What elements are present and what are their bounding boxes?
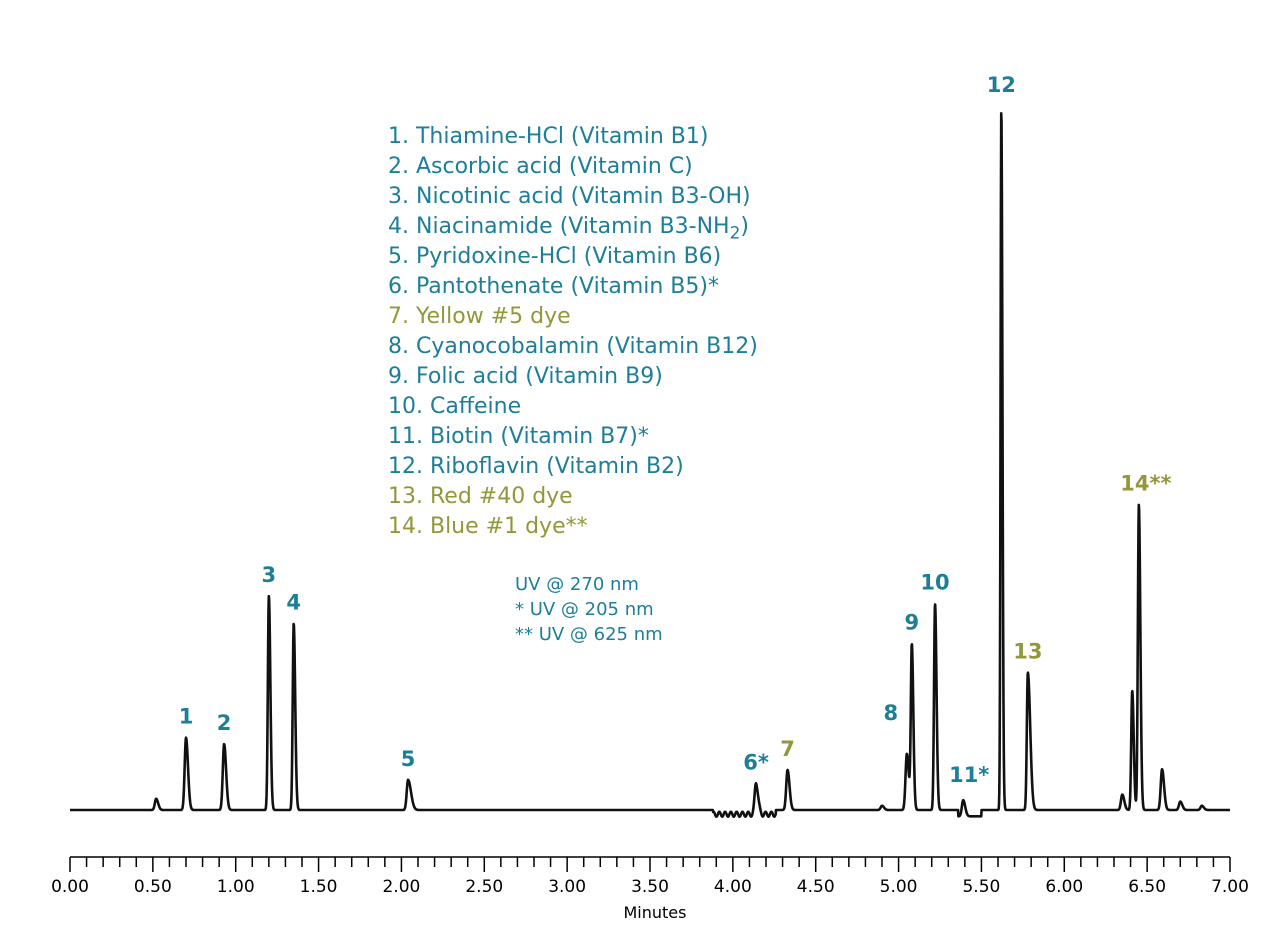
x-axis-tick-label: 5.00	[880, 877, 918, 897]
x-axis-tick-label: 6.50	[1128, 877, 1166, 897]
legend-item-suffix: )	[740, 214, 750, 239]
legend-item: 5. Pyridoxine-HCl (Vitamin B6)	[388, 242, 758, 272]
legend-item: 6. Pantothenate (Vitamin B5)*	[388, 272, 758, 302]
legend-item: 8. Cyanocobalamin (Vitamin B12)	[388, 332, 758, 362]
legend-item: 2. Ascorbic acid (Vitamin C)	[388, 152, 758, 182]
legend-item-text: 10. Caffeine	[388, 394, 522, 419]
legend-item-text: 6. Pantothenate (Vitamin B5)*	[388, 274, 719, 299]
peak-label-13: 13	[1013, 639, 1042, 663]
peak-label-1: 1	[179, 705, 194, 729]
legend-item-text: 13. Red #40 dye	[388, 484, 573, 509]
x-axis-ticks	[69, 857, 1231, 872]
legend-item-text: 9. Folic acid (Vitamin B9)	[388, 364, 663, 389]
x-axis-title: Minutes	[624, 903, 687, 922]
legend-item: 7. Yellow #5 dye	[388, 302, 758, 332]
legend-item: 14. Blue #1 dye**	[388, 512, 758, 542]
uv-detection-notes: UV @ 270 nm * UV @ 205 nm ** UV @ 625 nm	[515, 572, 663, 647]
legend-item-text: 1. Thiamine-HCl (Vitamin B1)	[388, 124, 709, 149]
uv-note: UV @ 270 nm	[515, 574, 639, 595]
peak-label-5: 5	[401, 747, 416, 771]
x-axis-tick-label: 3.00	[548, 877, 586, 897]
uv-note: * UV @ 205 nm	[515, 599, 654, 620]
peak-label-3: 3	[262, 563, 277, 587]
legend-item-text: 7. Yellow #5 dye	[388, 304, 571, 329]
legend-item-text: 2. Ascorbic acid (Vitamin C)	[388, 154, 693, 179]
legend-item: 4. Niacinamide (Vitamin B3-NH2)	[388, 212, 758, 242]
peak-label-12: 12	[987, 73, 1016, 97]
legend-item-text: 4. Niacinamide (Vitamin B3-NH	[388, 214, 730, 239]
peak-label-7: 7	[780, 737, 795, 761]
peak-label-4: 4	[286, 590, 301, 614]
legend-item: 1. Thiamine-HCl (Vitamin B1)	[388, 122, 758, 152]
compound-legend: 1. Thiamine-HCl (Vitamin B1) 2. Ascorbic …	[388, 122, 758, 542]
legend-item: 13. Red #40 dye	[388, 482, 758, 512]
legend-item: 3. Nicotinic acid (Vitamin B3-OH)	[388, 182, 758, 212]
chromatogram-trace	[69, 112, 1231, 818]
x-axis-tick-label: 0.50	[134, 877, 172, 897]
peak-label-8: 8	[884, 701, 899, 725]
x-axis-tick-label: 5.50	[962, 877, 1000, 897]
peak-label-10: 10	[920, 571, 949, 595]
x-axis-tick-label: 1.50	[300, 877, 338, 897]
x-axis-tick-label: 6.00	[1045, 877, 1083, 897]
legend-item: 10. Caffeine	[388, 392, 758, 422]
x-axis-tick-label: 7.00	[1211, 877, 1249, 897]
legend-item-text: 12. Riboflavin (Vitamin B2)	[388, 454, 684, 479]
x-axis-tick-label: 1.00	[217, 877, 255, 897]
peak-label-11: 11*	[949, 763, 989, 787]
peak-label-6: 6*	[743, 750, 769, 774]
legend-item-text: 8. Cyanocobalamin (Vitamin B12)	[388, 334, 758, 359]
legend-item: 11. Biotin (Vitamin B7)*	[388, 422, 758, 452]
uv-note: ** UV @ 625 nm	[515, 624, 663, 645]
peak-label-14: 14**	[1120, 472, 1171, 496]
legend-item: 12. Riboflavin (Vitamin B2)	[388, 452, 758, 482]
x-axis-tick-label: 4.00	[714, 877, 752, 897]
x-axis-tick-label: 2.50	[465, 877, 503, 897]
legend-item-text: 3. Nicotinic acid (Vitamin B3-OH)	[388, 184, 751, 209]
legend-item-text: 14. Blue #1 dye**	[388, 514, 588, 539]
x-axis-tick-labels: 0.00 0.50 1.00 1.50 2.00 2.50 3.00 3.50 4.00 4.50…	[51, 877, 1249, 897]
legend-item-text: 5. Pyridoxine-HCl (Vitamin B6)	[388, 244, 722, 269]
x-axis-tick-label: 4.50	[797, 877, 835, 897]
x-axis-tick-label: 3.50	[631, 877, 669, 897]
peak-label-9: 9	[905, 610, 920, 634]
peak-label-2: 2	[217, 711, 232, 735]
legend-item: 9. Folic acid (Vitamin B9)	[388, 362, 758, 392]
legend-item-subscript: 2	[729, 223, 741, 244]
x-axis-tick-label: 0.00	[51, 877, 89, 897]
legend-item-text: 11. Biotin (Vitamin B7)*	[388, 424, 649, 449]
x-axis-tick-label: 2.00	[382, 877, 420, 897]
